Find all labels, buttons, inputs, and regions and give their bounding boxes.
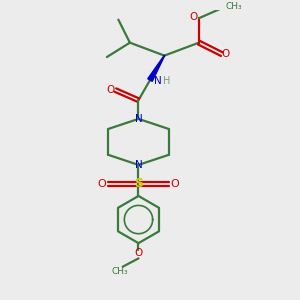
- Text: H: H: [163, 76, 170, 85]
- Text: N: N: [154, 76, 162, 85]
- Text: N: N: [135, 114, 142, 124]
- Text: O: O: [106, 85, 114, 95]
- Text: O: O: [98, 178, 106, 189]
- Text: O: O: [171, 178, 179, 189]
- Text: O: O: [221, 49, 230, 59]
- Text: O: O: [134, 248, 142, 258]
- Text: CH₃: CH₃: [225, 2, 242, 11]
- Polygon shape: [148, 56, 165, 81]
- Text: O: O: [189, 12, 197, 22]
- Text: N: N: [135, 160, 142, 170]
- Text: S: S: [134, 177, 143, 190]
- Text: CH₃: CH₃: [112, 267, 128, 276]
